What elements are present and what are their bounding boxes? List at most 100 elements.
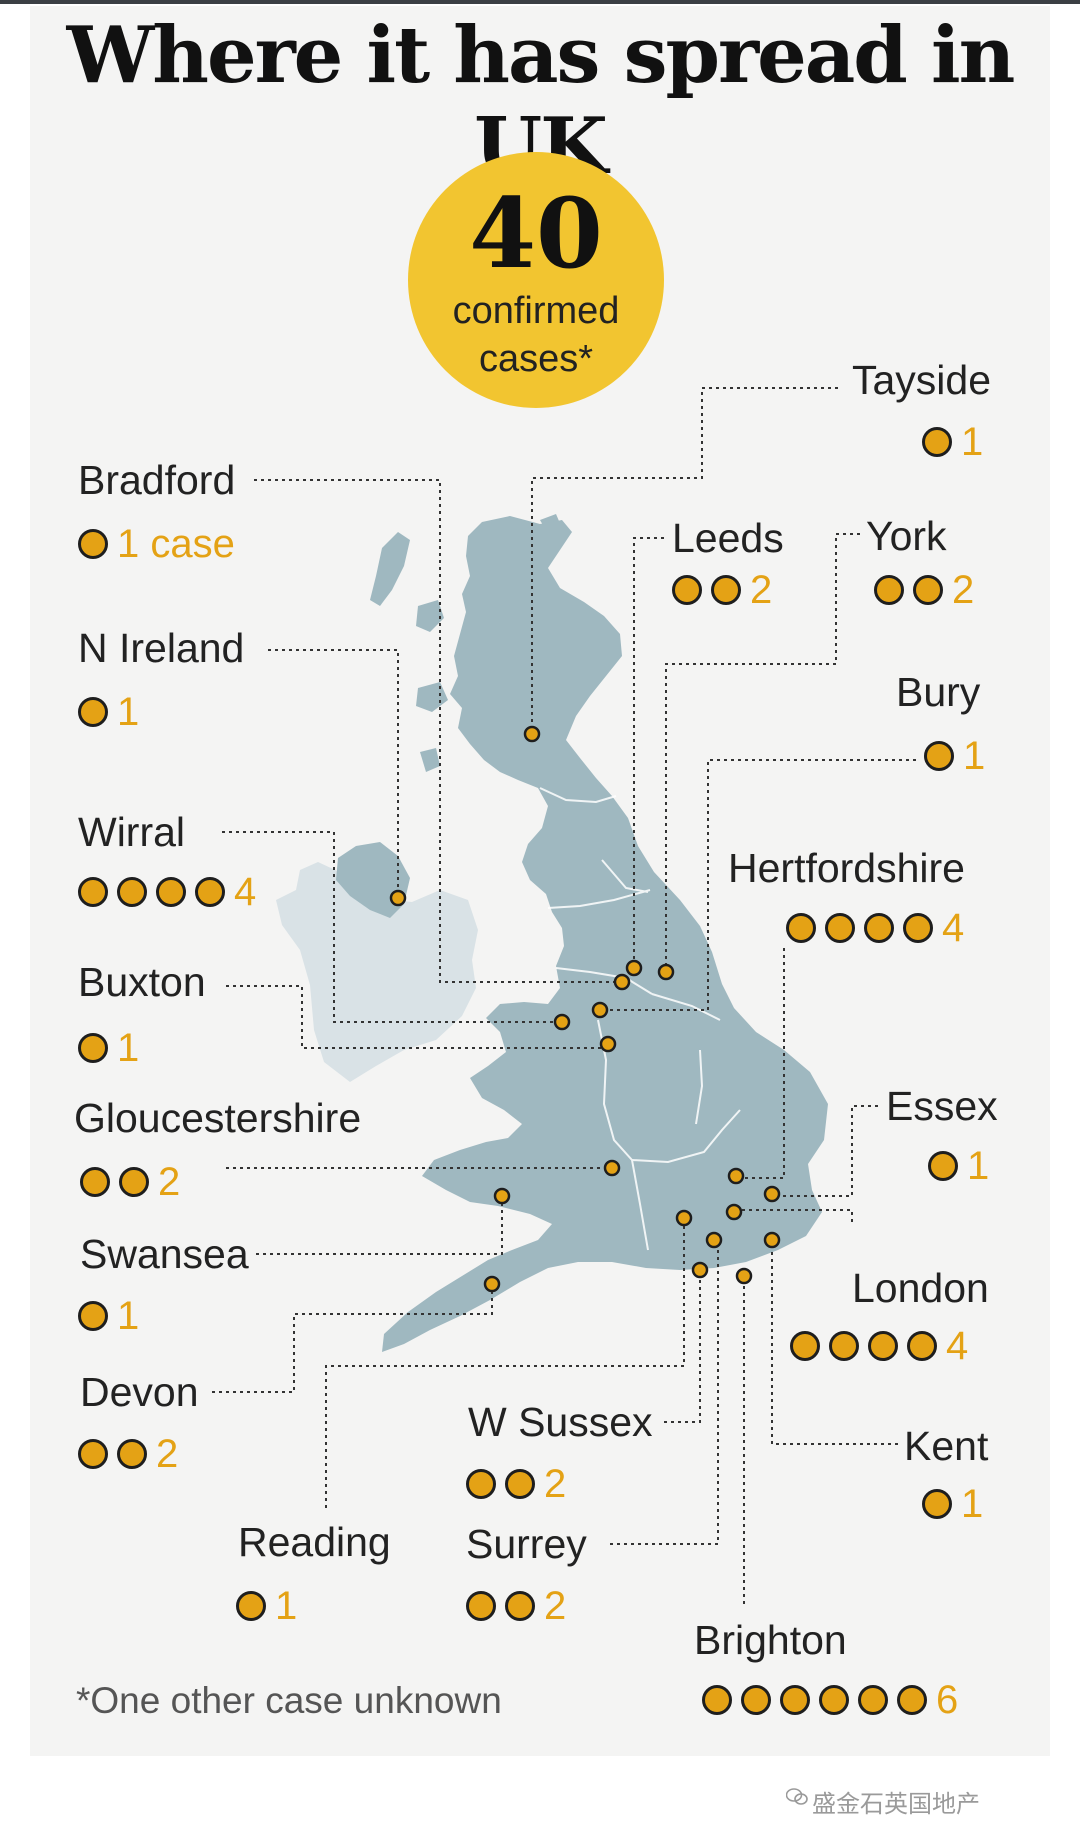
location-name-tayside: Tayside <box>852 357 992 403</box>
location-name-buxton: Buxton <box>78 959 206 1005</box>
case-dots-w-sussex <box>466 1469 544 1499</box>
location-count-hertfordshire: 4 <box>942 906 965 950</box>
location-name-w-sussex: W Sussex <box>468 1399 653 1445</box>
marker-devon <box>483 1275 501 1293</box>
leader-reading <box>325 1218 685 1508</box>
marker-buxton <box>599 1035 617 1053</box>
location-name-bury: Bury <box>896 669 981 715</box>
location-cases-york: 2 <box>874 570 974 610</box>
location-cases-wirral: 4 <box>78 872 256 912</box>
case-dot <box>672 575 702 605</box>
location-count-reading: 1 <box>275 1584 298 1628</box>
location-count-leeds: 2 <box>750 568 773 612</box>
location-cases-hertfordshire: 4 <box>786 908 964 948</box>
leader-bury <box>600 759 916 1011</box>
leader-bradford <box>254 479 622 983</box>
marker-essex <box>763 1185 781 1203</box>
top-bar <box>0 0 1080 4</box>
case-dot <box>80 1167 110 1197</box>
location-cases-brighton: 6 <box>702 1680 958 1720</box>
case-dot <box>790 1331 820 1361</box>
case-dot <box>858 1685 888 1715</box>
location-cases-w-sussex: 2 <box>466 1464 566 1504</box>
case-dot <box>78 877 108 907</box>
location-cases-leeds: 2 <box>672 570 772 610</box>
map-markers <box>389 725 781 1293</box>
case-dots-buxton <box>78 1033 117 1063</box>
marker-leeds <box>625 959 643 977</box>
location-name-devon: Devon <box>80 1369 199 1415</box>
case-dot <box>903 913 933 943</box>
case-dot <box>505 1591 535 1621</box>
case-dot <box>825 913 855 943</box>
location-name-wirral: Wirral <box>78 809 186 855</box>
location-name-swansea: Swansea <box>80 1231 249 1277</box>
marker-kent <box>763 1231 781 1249</box>
location-count-essex: 1 <box>967 1144 990 1188</box>
case-dots-wirral <box>78 877 234 907</box>
case-dot <box>928 1151 958 1181</box>
islay <box>420 748 440 772</box>
location-count-london: 4 <box>946 1324 969 1368</box>
location-cases-kent: 1 <box>922 1484 983 1524</box>
total-cases-label-line1: confirmed <box>452 290 620 332</box>
location-cases-swansea: 1 <box>78 1296 139 1336</box>
location-name-london: London <box>852 1265 989 1311</box>
location-count-brighton: 6 <box>936 1678 959 1722</box>
case-dots-n-ireland <box>78 697 117 727</box>
leader-tayside <box>531 387 838 734</box>
case-dot <box>907 1331 937 1361</box>
case-dot <box>780 1685 810 1715</box>
leader-kent <box>771 1240 898 1445</box>
location-count-wirral: 4 <box>234 870 257 914</box>
case-dot <box>466 1469 496 1499</box>
total-cases-number: 40 <box>469 177 603 290</box>
location-cases-n-ireland: 1 <box>78 692 139 732</box>
mull <box>416 682 448 712</box>
location-cases-buxton: 1 <box>78 1028 139 1068</box>
case-dots-hertfordshire <box>786 913 942 943</box>
location-name-leeds: Leeds <box>672 515 784 561</box>
location-count-devon: 2 <box>156 1432 179 1476</box>
case-dots-swansea <box>78 1301 117 1331</box>
case-dots-gloucestershire <box>80 1167 158 1197</box>
case-dot <box>897 1685 927 1715</box>
case-dot <box>117 877 147 907</box>
location-count-surrey: 2 <box>544 1584 567 1628</box>
case-dot <box>466 1591 496 1621</box>
location-cases-gloucestershire: 2 <box>80 1162 180 1202</box>
case-dot <box>711 575 741 605</box>
case-dots-bury <box>924 741 963 771</box>
region-boundaries <box>539 787 741 1251</box>
case-dot <box>78 1033 108 1063</box>
location-count-york: 2 <box>952 568 975 612</box>
case-dot <box>913 575 943 605</box>
marker-surrey <box>705 1231 723 1249</box>
location-cases-bradford: 1 case <box>78 524 235 564</box>
case-dots-devon <box>78 1439 156 1469</box>
marker-york <box>657 963 675 981</box>
marker-london <box>725 1203 743 1221</box>
marker-n-ireland <box>389 889 407 907</box>
case-dots-kent <box>922 1489 961 1519</box>
location-name-hertfordshire: Hertfordshire <box>728 845 965 891</box>
case-dot <box>922 1489 952 1519</box>
leader-hertfordshire <box>736 948 785 1179</box>
marker-tayside <box>523 725 541 743</box>
ireland-landmass <box>276 862 478 1082</box>
case-dot <box>78 529 108 559</box>
leader-swansea <box>256 1196 503 1255</box>
case-dots-surrey <box>466 1591 544 1621</box>
location-name-reading: Reading <box>238 1519 391 1565</box>
location-cases-bury: 1 <box>924 736 985 776</box>
case-dot <box>741 1685 771 1715</box>
marker-brighton <box>735 1267 753 1285</box>
case-dots-brighton <box>702 1685 936 1715</box>
case-dot <box>874 575 904 605</box>
location-count-swansea: 1 <box>117 1294 140 1338</box>
case-dots-essex <box>928 1151 967 1181</box>
case-dot <box>819 1685 849 1715</box>
leader-leeds <box>633 537 664 968</box>
total-cases-label-line2: cases* <box>478 338 594 380</box>
